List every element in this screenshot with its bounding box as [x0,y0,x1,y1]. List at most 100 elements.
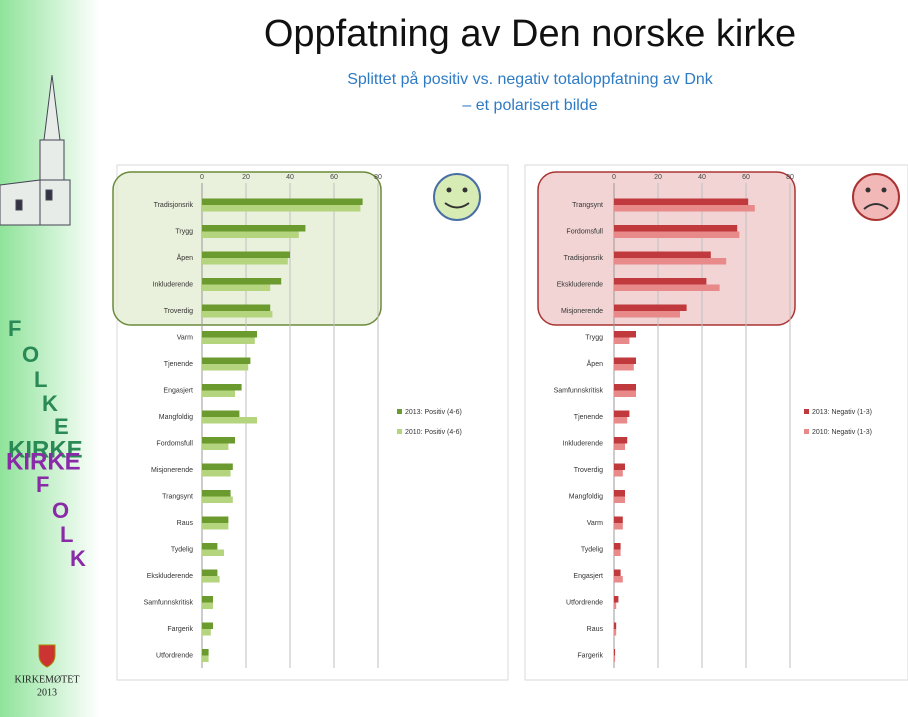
bar [202,649,209,656]
x-tick-label: 0 [612,174,616,181]
bar [614,417,628,424]
x-tick-label: 60 [742,174,750,181]
bar [202,437,235,444]
bar [614,470,623,477]
bar [202,463,233,470]
smiley-happy [433,173,481,221]
bar [614,463,625,470]
y-tick-label: Varm [587,520,603,527]
y-tick-label: Samfunnskritisk [554,387,604,394]
legend-swatch [804,429,809,434]
bar [614,602,617,609]
y-tick-label: Fargerik [577,652,603,659]
bar [614,576,623,583]
y-tick-label: Varm [177,334,193,341]
bar [202,251,290,258]
bar [614,284,720,291]
sidebar-letter: O [22,342,39,367]
legend-swatch [804,409,809,414]
bar [614,357,636,364]
sidebar-letter: L [34,367,47,392]
bar [614,331,636,338]
bar [614,443,625,450]
bar [202,496,233,503]
bar [202,225,306,232]
legend-label: 2013: Negativ (1-3) [812,409,872,416]
bar [614,543,621,550]
bar [202,198,363,205]
y-tick-label: Trangsynt [162,493,193,500]
bar [202,629,211,636]
bar [202,602,213,609]
bar [614,225,738,232]
bar [614,258,727,265]
bar [202,384,242,391]
x-tick-label: 40 [286,174,294,181]
bar [614,622,617,629]
y-tick-label: Inkluderende [563,440,604,447]
bar [614,337,630,344]
bar [202,231,299,238]
y-tick-label: Raus [177,520,194,527]
legend-label: 2013: Positiv (4-6) [405,409,462,416]
bar [202,516,229,523]
bar [614,410,630,417]
bar [614,649,616,656]
bar [202,304,271,311]
sidebar-word: KIRKE [6,448,81,475]
bar [202,311,273,318]
y-tick-label: Troverdig [164,308,193,315]
sidebar-letter: O [52,498,69,523]
bar [202,655,209,662]
bar [202,357,251,364]
x-tick-label: 40 [698,174,706,181]
bar [614,231,740,238]
y-tick-label: Trangsynt [572,202,603,209]
bar [202,596,213,603]
bar [614,523,623,530]
bar [202,364,249,371]
y-tick-label: Mangfoldig [569,493,603,500]
sidebar-letter: F [36,472,49,497]
logo-year: 2013 [37,687,57,698]
y-tick-label: Tjenende [164,361,193,368]
legend-swatch [397,429,402,434]
y-tick-label: Engasjert [573,573,603,580]
bar [614,205,755,212]
y-tick-label: Misjonerende [561,308,603,315]
bar [614,311,680,318]
bar [614,251,711,258]
highlight-box [112,171,382,326]
y-tick-label: Fargerik [167,626,193,633]
logo-text: KIRKEMØTET [15,674,80,685]
y-tick-label: Tradisjonsrik [564,255,604,262]
bar [202,410,240,417]
y-tick-label: Inkluderende [153,281,194,288]
x-tick-label: 20 [654,174,662,181]
bar [614,596,619,603]
bar [202,622,213,629]
bar [614,278,707,285]
y-tick-label: Åpen [587,359,603,368]
y-tick-label: Tradisjonsrik [154,202,194,209]
y-tick-label: Fordomsfull [566,228,603,235]
bar [202,390,235,397]
bar [614,437,628,444]
y-tick-label: Raus [587,626,604,633]
bar [614,516,623,523]
y-tick-label: Åpen [177,253,193,262]
subtitle: Splittet på positiv vs. negativ totalopp… [347,70,714,88]
y-tick-label: Tydelig [171,546,193,553]
y-tick-label: Trygg [175,228,193,235]
y-tick-label: Ekskluderende [147,573,193,580]
y-tick-label: Fordomsfull [156,440,193,447]
bar [202,331,257,338]
sidebar-letter: E [54,414,69,439]
bar [202,543,218,550]
bar [202,523,229,530]
bar [202,337,255,344]
bar [202,258,288,265]
x-tick-label: 80 [374,174,382,181]
bar [202,576,220,583]
bar [614,364,634,371]
